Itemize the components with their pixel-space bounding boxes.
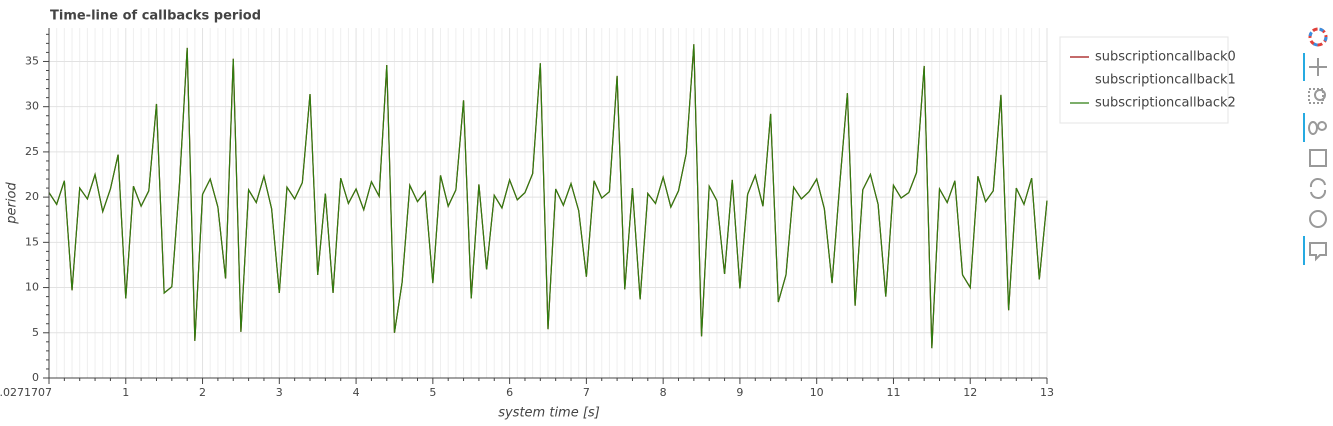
y-tick-label: 20 — [25, 190, 39, 203]
y-axis-label: period — [5, 182, 20, 225]
y-tick-label: 0 — [32, 371, 39, 384]
y-tick-label: 25 — [25, 145, 39, 158]
legend: subscriptioncallback0 subscriptioncallbac… — [1059, 36, 1236, 124]
hover-icon — [1309, 242, 1327, 262]
x-tick-label: 8 — [660, 386, 667, 399]
x-tick-label: 1 — [122, 386, 129, 399]
logo-center — [1314, 33, 1322, 41]
legend-label: subscriptioncallback0 — [1095, 50, 1236, 65]
zoom-box — [1308, 88, 1324, 104]
x-tick-label: 3 — [276, 386, 283, 399]
zoom-tool[interactable] — [1308, 88, 1326, 104]
zoom-lens — [1314, 89, 1326, 101]
y-tick-label: 15 — [25, 235, 39, 248]
x-axis-label: system time [s] — [498, 406, 600, 421]
x-tick-label: 6 — [506, 386, 513, 399]
x-tick-label: 9 — [736, 386, 743, 399]
x-tick-label: 11 — [886, 386, 900, 399]
reset-tool[interactable] — [1309, 177, 1327, 200]
y-tick-label: 35 — [25, 54, 39, 67]
toolbar — [1303, 27, 1328, 265]
logo-ring — [1308, 27, 1328, 47]
pan-tool[interactable] — [1309, 58, 1327, 76]
bokeh-logo[interactable] — [1308, 27, 1328, 47]
y-tick-label: 10 — [25, 281, 39, 294]
x-tick-label: 5 — [429, 386, 436, 399]
x-tick-label: 12 — [963, 386, 977, 399]
y-tick-label: 30 — [25, 100, 39, 113]
help-tool[interactable] — [1309, 210, 1327, 228]
pan-icon — [1309, 58, 1327, 76]
wheel-lens — [1317, 121, 1327, 131]
x-tick-label: 10 — [810, 386, 824, 399]
wheel-icon — [1308, 121, 1318, 135]
reset-icon — [1309, 177, 1327, 200]
y-tick-label: 5 — [32, 326, 39, 339]
plot — [48, 28, 1048, 379]
x-tick-label: 7 — [583, 386, 590, 399]
x-tick-label: 0+1672121003.0271707 — [0, 386, 52, 399]
x-tick-label: 13 — [1040, 386, 1054, 399]
chart-title: Time-line of callbacks period — [50, 9, 261, 24]
x-tick-label: 2 — [199, 386, 206, 399]
hover-tool[interactable] — [1309, 242, 1327, 262]
wheel-zoom-tool[interactable] — [1308, 121, 1327, 135]
series-line — [48, 44, 1048, 349]
x-tick-label: 4 — [353, 386, 360, 399]
legend-label: subscriptioncallback2 — [1095, 96, 1236, 111]
save-icon — [1309, 149, 1327, 167]
legend-label: subscriptioncallback1 — [1095, 73, 1236, 88]
help-icon — [1309, 210, 1327, 228]
save-tool[interactable] — [1309, 149, 1327, 167]
